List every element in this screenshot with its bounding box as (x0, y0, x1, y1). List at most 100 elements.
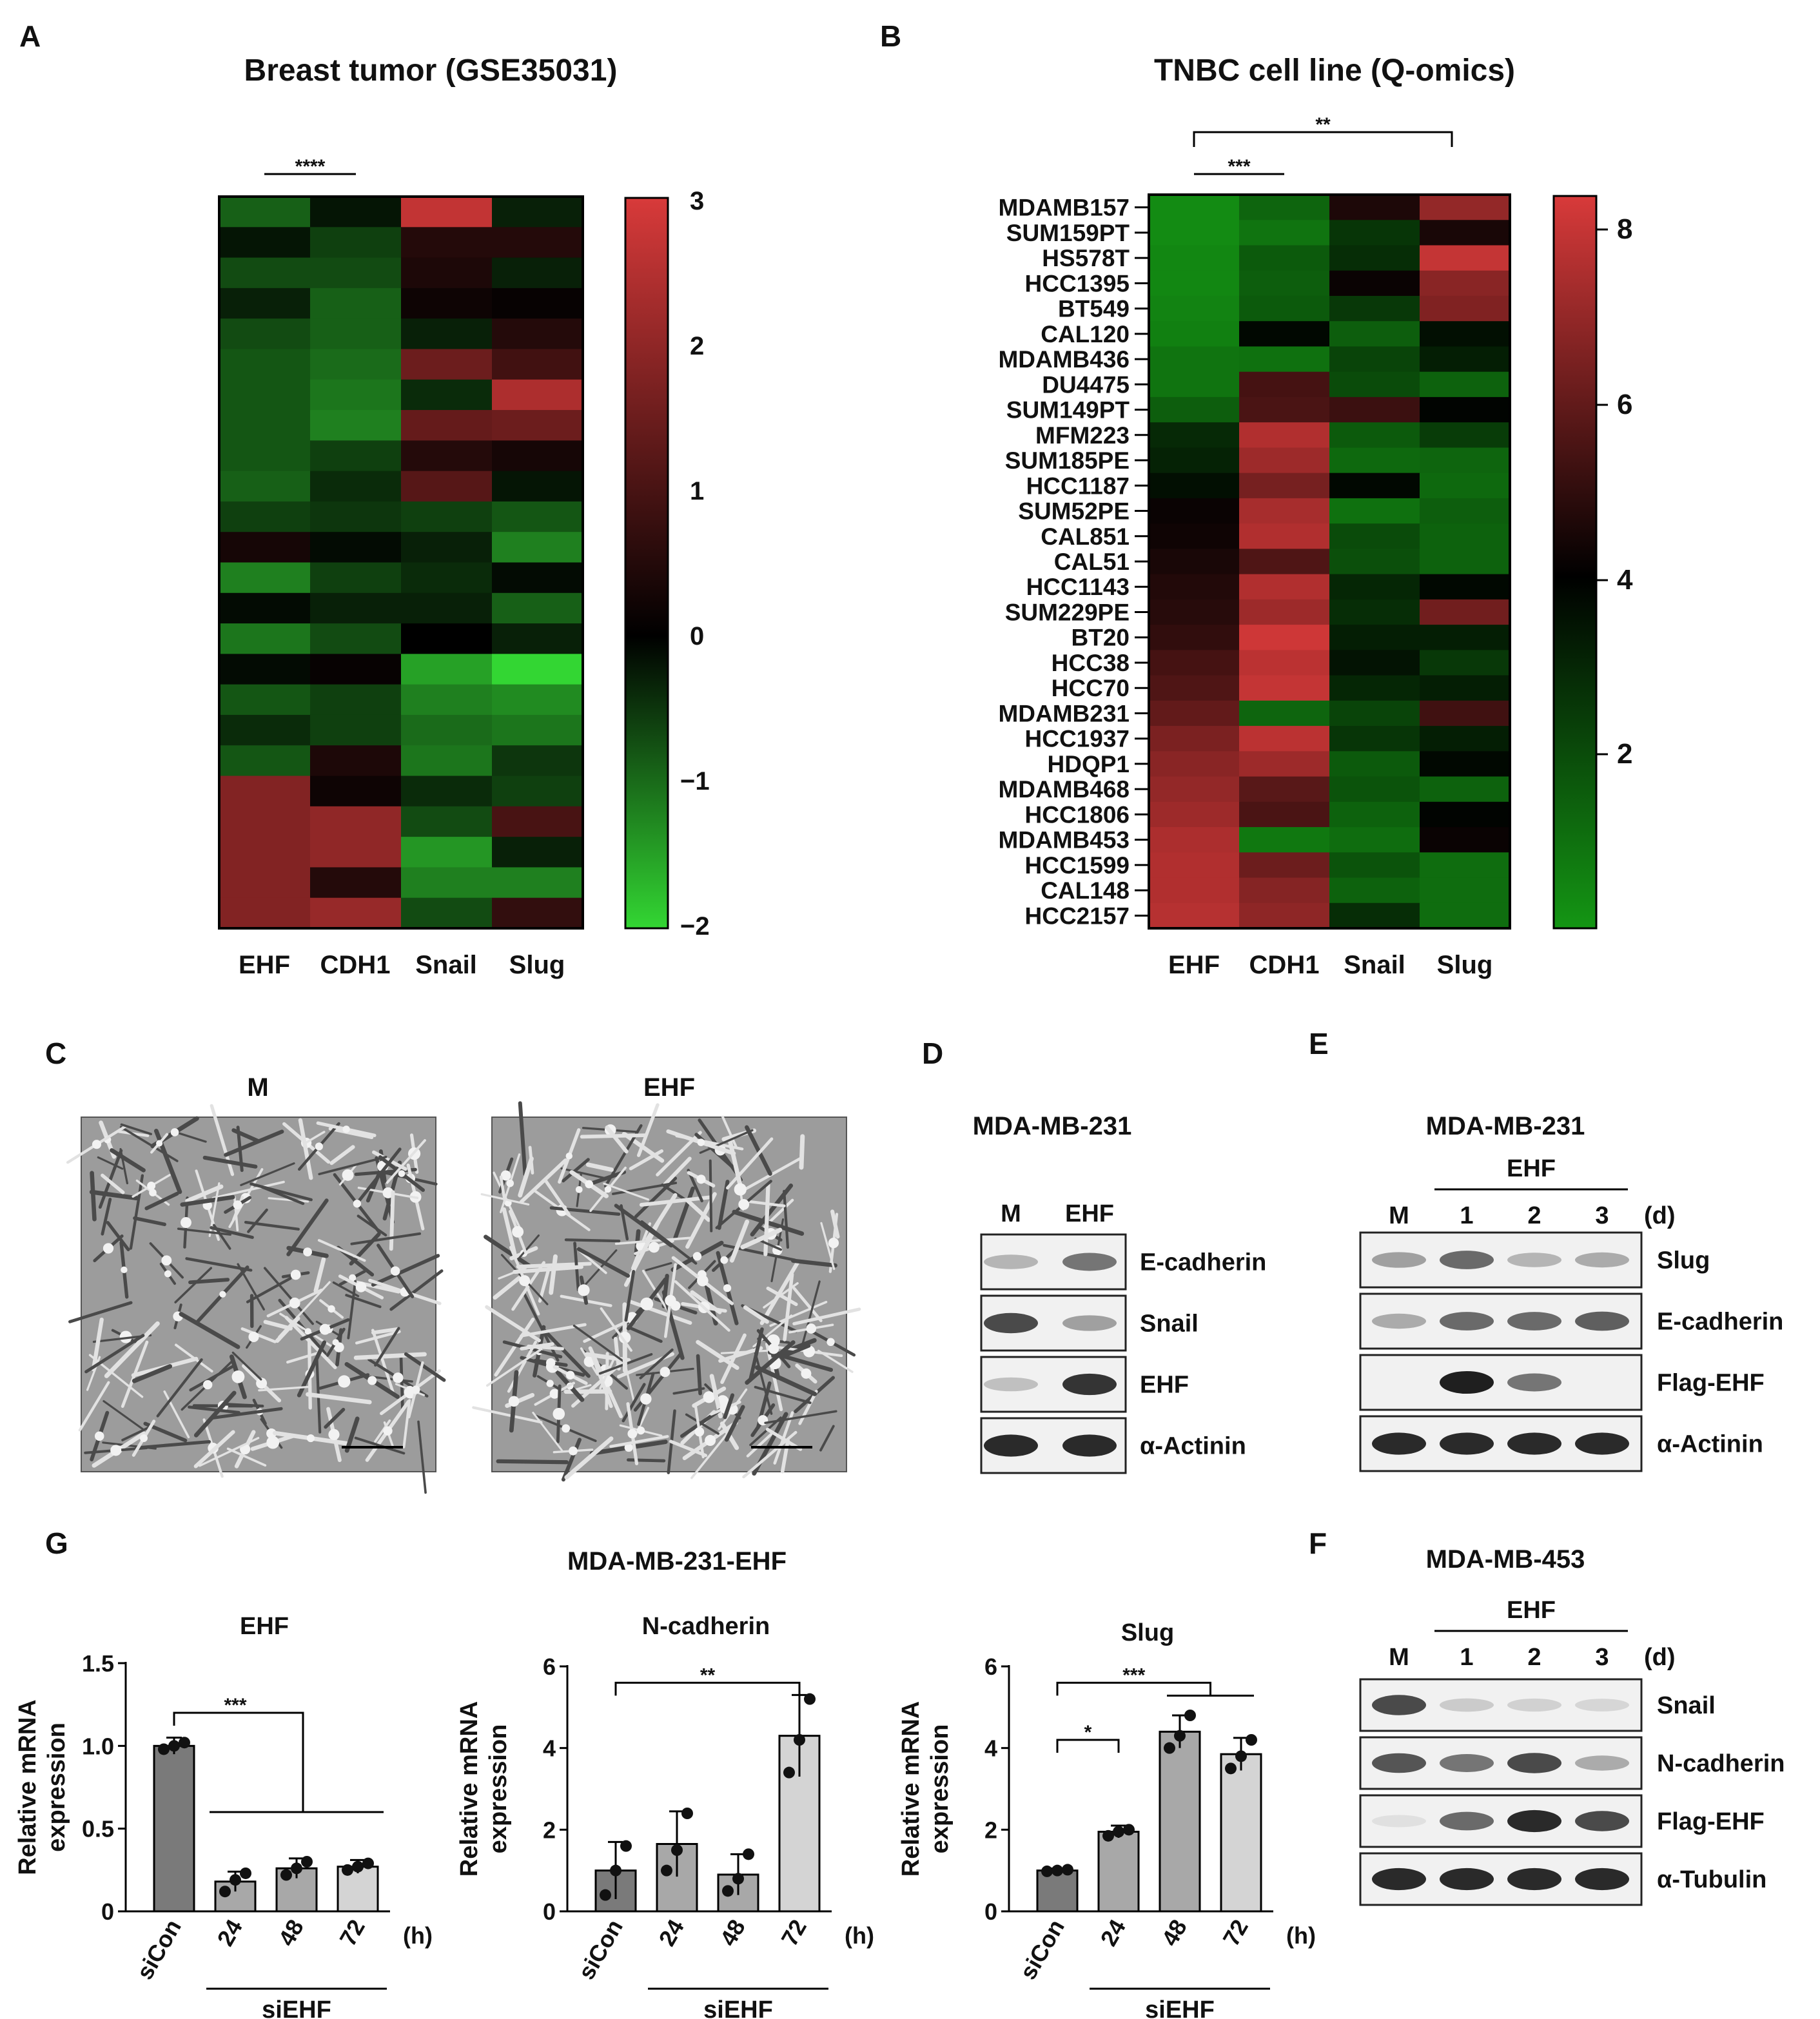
data-point (610, 1864, 621, 1877)
heatmap-a-cell (492, 349, 583, 380)
panel-f-lane-2: 2 (1527, 1644, 1541, 1671)
heatmap-a-cell (492, 654, 583, 685)
heatmap-b-cell (1239, 346, 1330, 373)
heatmap-a-cell (492, 684, 583, 716)
blot-band (1372, 1695, 1426, 1715)
cell-shape (629, 1149, 664, 1171)
heatmap-b-cell (1149, 245, 1240, 271)
heatmap-b-cell (1420, 396, 1511, 423)
heatmap-b-cell (1239, 700, 1330, 727)
cell-body (367, 1376, 377, 1385)
cell-shape (769, 1300, 828, 1327)
panel-letter-f: F (1309, 1526, 1327, 1560)
panel-a-tick-3: 3 (690, 187, 704, 215)
heatmap-a-cell (492, 227, 583, 258)
cell-body (304, 1328, 311, 1335)
heatmap-a-cell (401, 775, 493, 807)
cell-shape (562, 1158, 590, 1183)
cell-shape (97, 1156, 124, 1170)
heatmap-b-cell (1149, 498, 1240, 524)
cell-shape (718, 1346, 763, 1363)
blot-band (1440, 1698, 1494, 1712)
blot-label: EHF (1140, 1372, 1189, 1399)
heatmap-b-cell (1329, 245, 1420, 271)
cell-shape (600, 1307, 633, 1352)
y-tick-label: 1.0 (82, 1733, 114, 1759)
heatmap-b-cell (1149, 295, 1240, 322)
heatmap-a-cell (401, 806, 493, 837)
cell-shape (783, 1273, 794, 1341)
cell-shape (603, 1182, 649, 1201)
cell-shape (792, 1307, 861, 1326)
data-point (179, 1737, 190, 1749)
cell-shape (645, 1262, 672, 1271)
heatmap-a-cell (219, 288, 311, 319)
cell-body (103, 1243, 114, 1254)
heatmap-b-cell (1239, 396, 1330, 423)
blot-band (1507, 1432, 1561, 1455)
cell-body (806, 1323, 817, 1334)
cell-shape (263, 1267, 314, 1325)
cell-body (506, 1179, 514, 1187)
cell-shape (258, 1385, 312, 1392)
cell-body (161, 1255, 172, 1266)
cell-body (828, 1237, 839, 1249)
heatmap-a-cell (310, 684, 402, 716)
cell-shape (224, 1129, 284, 1157)
cell-body (500, 1170, 511, 1181)
heatmap-b-cell (1149, 371, 1240, 398)
cell-shape (132, 1364, 173, 1383)
blot-band (1062, 1373, 1117, 1396)
panel-g-title: MDA-MB-231-EHF (567, 1547, 787, 1575)
y-axis-label: expression (485, 1724, 512, 1854)
cell-shape (389, 1269, 444, 1311)
heatmap-a-cell (310, 806, 402, 837)
heatmap-a-cell (401, 562, 493, 594)
heatmap-a-cell (219, 379, 311, 411)
panel-a-col-cdh1: CDH1 (320, 951, 391, 979)
panel-b-row-label: HCC2157 (1025, 902, 1130, 929)
heatmap-a-cell (219, 501, 311, 532)
panel-b-row-label: MFM223 (1035, 422, 1130, 449)
panel-f-lane-m: M (1389, 1644, 1409, 1671)
heatmap-b-cell (1149, 776, 1240, 803)
cell-shape (386, 1139, 426, 1184)
heatmap-b-cell (1420, 599, 1511, 625)
cell-body (94, 1431, 104, 1441)
blot-band (1575, 1811, 1629, 1831)
cell-body (338, 1375, 351, 1388)
heatmap-b-cell (1420, 549, 1511, 575)
heatmap-b-cell (1239, 245, 1330, 271)
cell-body (266, 1436, 280, 1449)
y-tick-label: 0 (984, 1898, 997, 1925)
cell-shape (231, 1351, 262, 1381)
blot-band (1507, 1253, 1561, 1267)
heatmap-b-cell (1239, 523, 1330, 549)
heatmap-b-cell (1239, 801, 1330, 828)
cell-body (382, 1187, 394, 1198)
cell-body (697, 1138, 705, 1146)
cell-body (139, 1434, 148, 1443)
heatmap-b-cell (1420, 473, 1511, 499)
cell-shape (636, 1103, 660, 1157)
panel-letter-e: E (1309, 1027, 1329, 1060)
cell-shape (121, 1425, 153, 1441)
cell-shape (499, 1175, 506, 1202)
panel-letter-d: D (922, 1037, 943, 1070)
heatmap-a-cell (492, 197, 583, 228)
heatmap-a-cell (401, 837, 493, 868)
panel-d-blots: E-cadherin Snail EHF α-Actinin (980, 1233, 1266, 1474)
cell-shape (820, 1222, 836, 1271)
panel-a-tick-2: 2 (690, 332, 704, 360)
cell-shape (188, 1405, 240, 1414)
heatmap-b-cell (1239, 599, 1330, 625)
cell-shape (224, 1403, 264, 1408)
heatmap-b-cell (1149, 675, 1240, 701)
heatmap-a-cell (401, 592, 493, 624)
x-tick-label: 48 (273, 1915, 309, 1951)
cell-shape (156, 1358, 203, 1418)
cell-shape (302, 1131, 326, 1146)
data-point (1164, 1742, 1175, 1754)
cell-body (640, 1393, 652, 1405)
heatmap-b-cell (1329, 700, 1420, 727)
